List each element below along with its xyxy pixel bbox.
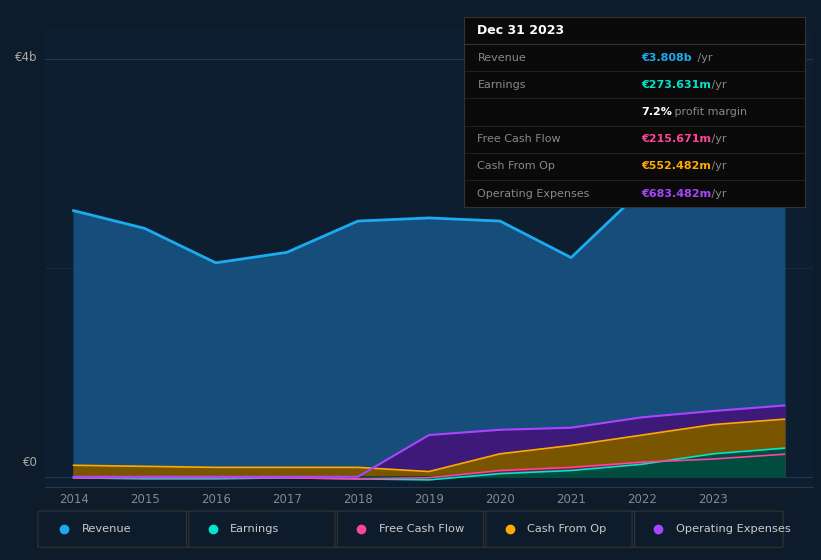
Text: Cash From Op: Cash From Op bbox=[527, 524, 607, 534]
Text: €215.671m: €215.671m bbox=[641, 134, 711, 144]
Text: €552.482m: €552.482m bbox=[641, 161, 711, 171]
Text: Revenue: Revenue bbox=[478, 53, 526, 63]
Text: Free Cash Flow: Free Cash Flow bbox=[478, 134, 561, 144]
Text: Earnings: Earnings bbox=[478, 80, 526, 90]
Text: Operating Expenses: Operating Expenses bbox=[676, 524, 791, 534]
Text: Cash From Op: Cash From Op bbox=[478, 161, 555, 171]
Text: Earnings: Earnings bbox=[230, 524, 280, 534]
Text: Revenue: Revenue bbox=[81, 524, 131, 534]
Text: €4b: €4b bbox=[15, 52, 38, 64]
Text: Free Cash Flow: Free Cash Flow bbox=[378, 524, 464, 534]
Text: €3.808b: €3.808b bbox=[641, 53, 691, 63]
Text: /yr: /yr bbox=[694, 53, 712, 63]
Text: profit margin: profit margin bbox=[671, 107, 747, 117]
Text: €683.482m: €683.482m bbox=[641, 189, 711, 199]
Text: Dec 31 2023: Dec 31 2023 bbox=[478, 24, 565, 37]
Text: €273.631m: €273.631m bbox=[641, 80, 711, 90]
Text: /yr: /yr bbox=[709, 80, 727, 90]
Text: /yr: /yr bbox=[709, 161, 727, 171]
Text: /yr: /yr bbox=[709, 189, 727, 199]
Text: 7.2%: 7.2% bbox=[641, 107, 672, 117]
Text: /yr: /yr bbox=[709, 134, 727, 144]
Text: Operating Expenses: Operating Expenses bbox=[478, 189, 589, 199]
Text: €0: €0 bbox=[23, 456, 38, 469]
